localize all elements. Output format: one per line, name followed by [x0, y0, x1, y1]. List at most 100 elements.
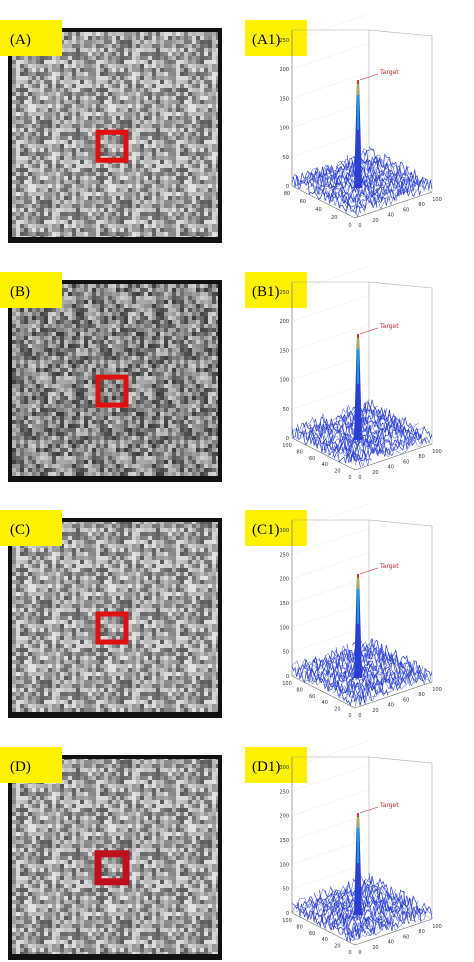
y-tick-label: 60	[403, 207, 409, 213]
surface-line	[332, 424, 410, 458]
grid-line	[291, 43, 370, 70]
grid-line	[291, 601, 370, 628]
surface-line	[341, 423, 419, 458]
grid-line	[291, 324, 370, 351]
z-tick-label: 250	[279, 552, 289, 558]
label-bg	[245, 20, 307, 56]
z-tick-label: 0	[286, 911, 289, 917]
axis-line	[291, 675, 356, 709]
grid-line	[291, 625, 370, 652]
surface-line	[354, 671, 433, 707]
noise-image	[12, 522, 218, 712]
surface-line	[341, 663, 419, 700]
surface-line	[300, 155, 379, 184]
peak	[354, 813, 362, 915]
axis-line	[354, 918, 433, 946]
grid-line	[291, 72, 370, 99]
x-tick-label: 40	[322, 462, 328, 468]
grid-line	[291, 740, 370, 768]
surface-line	[336, 898, 415, 933]
z-tick-label: 150	[279, 601, 289, 607]
surface-line	[305, 154, 383, 191]
grid-line	[291, 101, 370, 128]
grid-line	[291, 576, 370, 604]
target-box	[94, 850, 130, 886]
target-box	[95, 611, 129, 645]
label-bg	[0, 20, 62, 56]
surface-line	[354, 178, 433, 218]
surface-line	[308, 658, 372, 702]
peak	[354, 334, 362, 440]
axis-line	[291, 185, 356, 219]
axis-line	[368, 29, 433, 37]
z-tick-label: 250	[279, 789, 289, 795]
surface-line	[291, 427, 356, 464]
label-bg	[245, 510, 307, 546]
y-tick-label: 40	[388, 703, 394, 709]
label-bg	[0, 272, 62, 308]
z-tick-label: 100	[279, 625, 289, 631]
z-tick-label: 200	[279, 319, 289, 325]
x-tick-label: 40	[315, 207, 321, 213]
surface-line	[327, 416, 406, 457]
surface-line	[323, 654, 401, 691]
x-tick-label: 20	[334, 469, 340, 475]
grid-line	[291, 838, 370, 865]
surface-line	[314, 157, 392, 195]
peak	[354, 574, 362, 678]
axis-line	[354, 681, 433, 709]
x-tick-label: 0	[348, 713, 351, 719]
z-tick-label: 150	[279, 348, 289, 354]
z-tick-label: 50	[283, 650, 289, 656]
z-tick-label: 50	[283, 155, 289, 161]
surface-line	[341, 176, 419, 209]
z-tick-label: 300	[279, 765, 289, 771]
axis-line	[291, 437, 356, 471]
grid-line	[291, 382, 370, 409]
surface-line	[341, 900, 419, 936]
x-tick-label: 40	[322, 937, 328, 943]
peak	[354, 80, 362, 188]
plot-label: (A1)	[252, 32, 280, 48]
surface-line	[350, 667, 428, 703]
y-tick-label: 20	[372, 470, 378, 476]
surface-line	[323, 162, 401, 199]
target-box	[95, 374, 129, 408]
surface-line	[309, 408, 388, 446]
y-tick-label: 60	[403, 459, 409, 465]
axis-line	[368, 519, 433, 527]
surface-line	[305, 647, 383, 682]
target-label: Target	[379, 802, 399, 809]
z-tick-label: 100	[279, 378, 289, 384]
x-tick-label: 20	[334, 707, 340, 713]
image-label: (B)	[10, 284, 30, 300]
x-tick-label: 0	[348, 475, 351, 481]
surface-line	[309, 159, 387, 189]
y-tick-label: 60	[403, 934, 409, 940]
z-tick-label: 200	[279, 67, 289, 73]
surface-line	[336, 429, 415, 458]
z-tick-label: 100	[279, 862, 289, 868]
y-tick-label: 100	[432, 197, 442, 203]
plot-label: (B1)	[252, 284, 280, 300]
x-tick-label: 60	[309, 931, 315, 937]
z-tick-label: 150	[279, 96, 289, 102]
x-tick-label: 80	[284, 191, 290, 197]
surface-line	[336, 170, 415, 208]
surface-line	[309, 885, 388, 917]
y-tick-label: 20	[372, 708, 378, 714]
surface-line	[305, 882, 383, 920]
surface-line	[314, 414, 392, 445]
z-tick-label: 0	[286, 184, 289, 190]
surface-line	[345, 907, 424, 938]
surface-line	[345, 176, 424, 214]
grid-line	[291, 552, 370, 579]
y-tick-label: 40	[388, 940, 394, 946]
surface-line	[319, 658, 383, 695]
grid-line	[291, 353, 370, 380]
surface-line	[335, 888, 400, 929]
grid-line	[291, 503, 370, 531]
plot-label: (C1)	[252, 522, 280, 538]
label-bg	[0, 747, 62, 783]
x-tick-label: 80	[296, 924, 302, 930]
